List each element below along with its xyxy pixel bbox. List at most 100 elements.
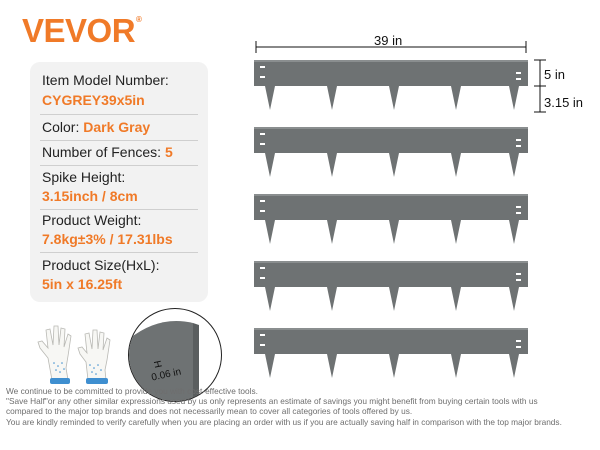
- fence-board: [254, 194, 528, 220]
- fence-spike: [327, 86, 337, 110]
- spec-divider: [40, 140, 198, 141]
- weight-label: Product Weight:: [42, 212, 142, 228]
- fence-board: [254, 328, 528, 354]
- brand-name: VEVOR: [22, 12, 136, 49]
- fence-panel: [254, 261, 528, 311]
- fence-spike: [451, 220, 461, 244]
- fence-lip: [254, 328, 528, 330]
- fence-spike: [451, 153, 461, 177]
- fence-board: [254, 127, 528, 153]
- size-label: Product Size(HxL):: [42, 257, 160, 273]
- fence-lip: [254, 194, 528, 196]
- glove-right: [77, 329, 111, 381]
- connector-slot: [260, 66, 265, 68]
- fence-panel: [254, 127, 528, 177]
- registered-mark: ®: [136, 15, 142, 24]
- model-label: Item Model Number:: [42, 72, 169, 88]
- disclaimer-line: "Save Half"or any other similar expressi…: [6, 396, 538, 407]
- spec-divider: [40, 209, 198, 210]
- fence-spike: [265, 354, 275, 378]
- disclaimer-line: compared to the major top brands and doe…: [6, 406, 413, 417]
- fence-spike: [327, 354, 337, 378]
- fence-spike: [389, 86, 399, 110]
- fence-spike: [451, 354, 461, 378]
- connector-slot: [516, 279, 521, 281]
- spec-divider: [40, 252, 198, 253]
- fence-board: [254, 261, 528, 287]
- color-row: Color: Dark Gray: [42, 119, 150, 135]
- fence-spike: [509, 287, 519, 311]
- fence-spike: [509, 86, 519, 110]
- fence-panel: [254, 194, 528, 244]
- fence-spike: [389, 287, 399, 311]
- connector-slot: [260, 143, 265, 145]
- color-label: Color:: [42, 119, 80, 135]
- thickness-detail-circle: [128, 308, 222, 402]
- glove-cuff-left: [50, 378, 70, 384]
- spec-divider: [40, 165, 198, 166]
- fences-label: Number of Fences:: [42, 144, 162, 160]
- length-label: 39 in: [374, 33, 403, 48]
- fence-lip: [254, 127, 528, 129]
- color-value: Dark Gray: [83, 119, 151, 135]
- connector-slot: [516, 206, 521, 208]
- spec-divider: [40, 114, 198, 115]
- fence-spike: [509, 354, 519, 378]
- connector-slot: [260, 344, 265, 346]
- spike-label: Spike Height:: [42, 169, 126, 185]
- fence-spike: [327, 287, 337, 311]
- spike-value: 3.15inch / 8cm: [42, 188, 138, 204]
- fence-spike: [451, 287, 461, 311]
- connector-slot: [516, 139, 521, 141]
- fence-panel: [254, 328, 528, 378]
- disclaimer-line: We continue to be committed to provide y…: [6, 386, 258, 396]
- connector-slot: [260, 267, 265, 269]
- fence-corner-detail: [129, 321, 199, 401]
- height-label: 5 in: [544, 67, 565, 82]
- fence-spike: [509, 220, 519, 244]
- fence-panel: [254, 60, 528, 110]
- fence-spike: [389, 220, 399, 244]
- fence-spike: [265, 86, 275, 110]
- glove-cuff-right: [86, 378, 108, 384]
- disclaimer-line: You are kindly reminded to verify carefu…: [6, 416, 562, 427]
- fence-board: [254, 60, 528, 86]
- connector-slot: [516, 78, 521, 80]
- fence-spike: [265, 287, 275, 311]
- fence-spike: [509, 153, 519, 177]
- fence-lip: [254, 60, 528, 62]
- model-value: CYGREY39x5in: [42, 92, 145, 108]
- connector-slot: [516, 346, 521, 348]
- glove-left: [37, 325, 72, 381]
- disclaimer-text: We continue to be committed to provide y…: [6, 386, 600, 427]
- fence-illustration: [254, 41, 546, 378]
- fences-value: 5: [164, 144, 173, 160]
- glove-dots: [53, 362, 102, 375]
- connector-slot: [516, 273, 521, 275]
- fence-spike: [265, 220, 275, 244]
- fence-spike: [265, 153, 275, 177]
- connector-slot: [516, 340, 521, 342]
- connector-slot: [260, 334, 265, 336]
- fences-row: Number of Fences: 5: [42, 144, 173, 160]
- fence-spike: [389, 153, 399, 177]
- weight-value: 7.8kg±3% / 17.31lbs: [42, 231, 173, 247]
- connector-slot: [516, 212, 521, 214]
- spec-panel: Item Model Number: CYGREY39x5in Color: D…: [30, 62, 208, 302]
- fence-lip: [254, 261, 528, 263]
- connector-slot: [260, 277, 265, 279]
- fence-spike: [389, 354, 399, 378]
- gloves-image: [37, 325, 111, 384]
- fence-spike: [451, 86, 461, 110]
- thickness-axis-label: H: [150, 359, 164, 370]
- brand-logo: VEVOR®: [22, 12, 142, 49]
- connector-slot: [260, 133, 265, 135]
- connector-slot: [260, 200, 265, 202]
- connector-slot: [260, 76, 265, 78]
- connector-slot: [260, 210, 265, 212]
- fence-spike: [327, 153, 337, 177]
- connector-slot: [516, 145, 521, 147]
- connector-slot: [516, 72, 521, 74]
- size-value: 5in x 16.25ft: [42, 276, 123, 292]
- fence-spike: [327, 220, 337, 244]
